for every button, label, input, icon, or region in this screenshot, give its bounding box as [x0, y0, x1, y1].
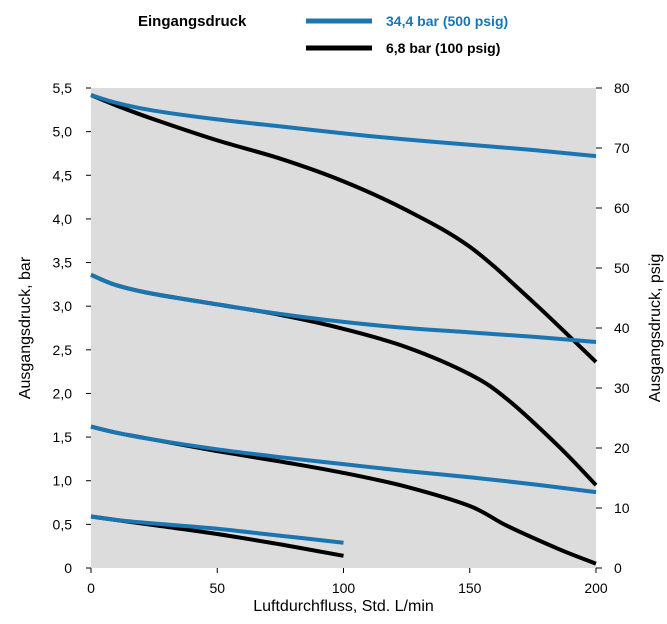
y-right-tick-label: 80 — [614, 80, 630, 96]
y-tick-label: 0 — [64, 560, 72, 576]
legend: Eingangsdruck 34,4 bar (500 psig) 6,8 ba… — [138, 13, 508, 56]
y-axis-label-left: Ausgangsdruck, bar — [17, 256, 34, 399]
y-right-tick-label: 60 — [614, 200, 630, 216]
series-34-bar-curve-4 — [90, 514, 344, 545]
y-tick-label: 1,5 — [53, 429, 73, 445]
y-right-tick-label: 20 — [614, 440, 630, 456]
y-right-tick-label: 50 — [614, 260, 630, 276]
y-right-tick-label: 70 — [614, 140, 630, 156]
y-tick-label: 1,0 — [53, 473, 73, 489]
legend-label-6-bar: 6,8 bar (100 psig) — [386, 40, 500, 56]
y-tick-label: 2,5 — [53, 342, 73, 358]
y-tick-label: 0,5 — [53, 516, 73, 532]
axes: 0 50 100 150 20000,51,01,52,02,53,03,54,04,5… — [53, 80, 630, 596]
series-34-bar-curve-1 — [90, 93, 597, 159]
series-34-bar-curve-2 — [90, 272, 597, 344]
x-axis-label: Luftdurchfluss, Std. L/min — [253, 598, 434, 615]
y-tick-label: 5,5 — [53, 80, 73, 96]
series-34-bar-curve-3 — [90, 424, 597, 495]
y-tick-label: 4,5 — [53, 167, 73, 183]
y-tick-label: 3,5 — [53, 255, 73, 271]
x-tick-label: 200 — [584, 580, 608, 596]
x-tick-label: 50 — [209, 580, 225, 596]
y-right-tick-label: 0 — [614, 560, 622, 576]
x-tick-label: 0 — [87, 580, 95, 596]
y-right-tick-label: 30 — [614, 380, 630, 396]
legend-title: Eingangsdruck — [138, 13, 247, 30]
x-tick-label: 100 — [332, 580, 356, 596]
x-tick-label: 150 — [458, 580, 482, 596]
y-tick-label: 4,0 — [53, 211, 73, 227]
y-axis-label-right: Ausgangsdruck, psig — [647, 254, 664, 403]
y-tick-label: 5,0 — [53, 124, 73, 140]
y-tick-label: 3,0 — [53, 298, 73, 314]
legend-label-34-bar: 34,4 bar (500 psig) — [386, 13, 508, 29]
y-right-tick-label: 10 — [614, 500, 630, 516]
data-curves — [90, 93, 598, 566]
y-right-tick-label: 40 — [614, 320, 630, 336]
series-6-bar-curve-1 — [90, 93, 598, 364]
y-tick-label: 2,0 — [53, 385, 73, 401]
